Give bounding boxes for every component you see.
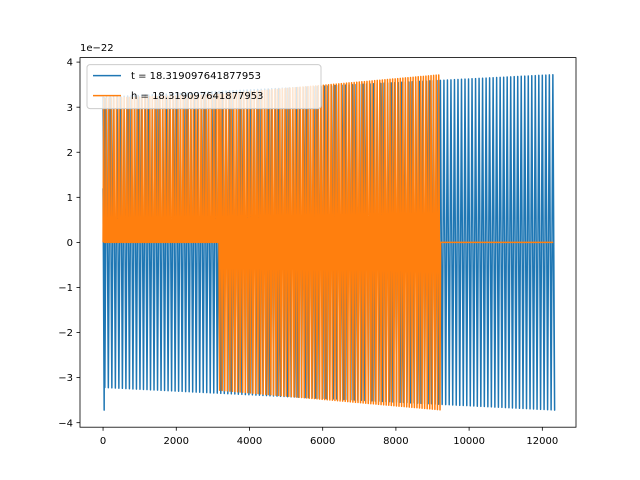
legend-label-1: t = 18.319097641877953 (131, 71, 261, 82)
y-tick-label: −3 (58, 373, 73, 384)
legend-label-2: h = 18.319097641877953 (131, 91, 263, 102)
legend-box (86, 64, 322, 110)
x-tick-label: 2000 (164, 436, 189, 447)
y-axis: −4 −3 −2 −1 0 1 2 3 4 (58, 58, 80, 429)
x-tick-label: 4000 (237, 436, 262, 447)
y-tick-label: −1 (58, 283, 73, 294)
y-tick-label: −4 (58, 418, 73, 429)
y-tick-label: −2 (58, 328, 73, 339)
y-tick-label: 0 (67, 238, 73, 249)
y-offset-label: 1e−22 (80, 43, 114, 54)
y-tick-label: 1 (67, 193, 73, 204)
series-layer (102, 73, 556, 411)
y-tick-label: 2 (67, 148, 73, 159)
x-tick-label: 12000 (526, 436, 558, 447)
x-axis: 0 2000 4000 6000 8000 10000 12000 (100, 427, 558, 447)
x-tick-label: 10000 (453, 436, 485, 447)
x-tick-label: 8000 (383, 436, 408, 447)
x-tick-label: 6000 (310, 436, 335, 447)
x-tick-label: 0 (100, 436, 106, 447)
y-tick-label: 3 (67, 103, 73, 114)
y-tick-label: 4 (67, 58, 73, 69)
legend: t = 18.319097641877953 h = 18.31909764187… (86, 64, 322, 110)
